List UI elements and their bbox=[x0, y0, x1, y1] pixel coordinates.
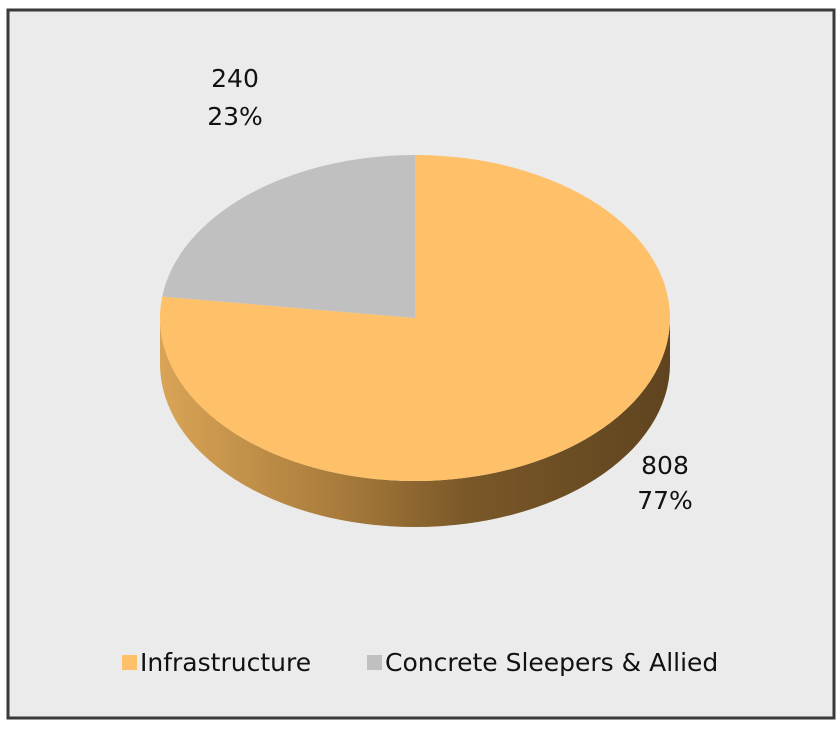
legend-swatch bbox=[367, 655, 382, 670]
data-label-percent: 77% bbox=[637, 486, 693, 515]
pie-side bbox=[160, 318, 670, 527]
data-label-value: 240 bbox=[211, 64, 259, 93]
legend-label: Concrete Sleepers & Allied bbox=[385, 648, 718, 677]
data-label-percent: 23% bbox=[207, 102, 263, 131]
data-label-value: 808 bbox=[641, 451, 689, 480]
pie-slice bbox=[162, 155, 415, 318]
legend-label: Infrastructure bbox=[140, 648, 311, 677]
legend-swatch bbox=[122, 655, 137, 670]
